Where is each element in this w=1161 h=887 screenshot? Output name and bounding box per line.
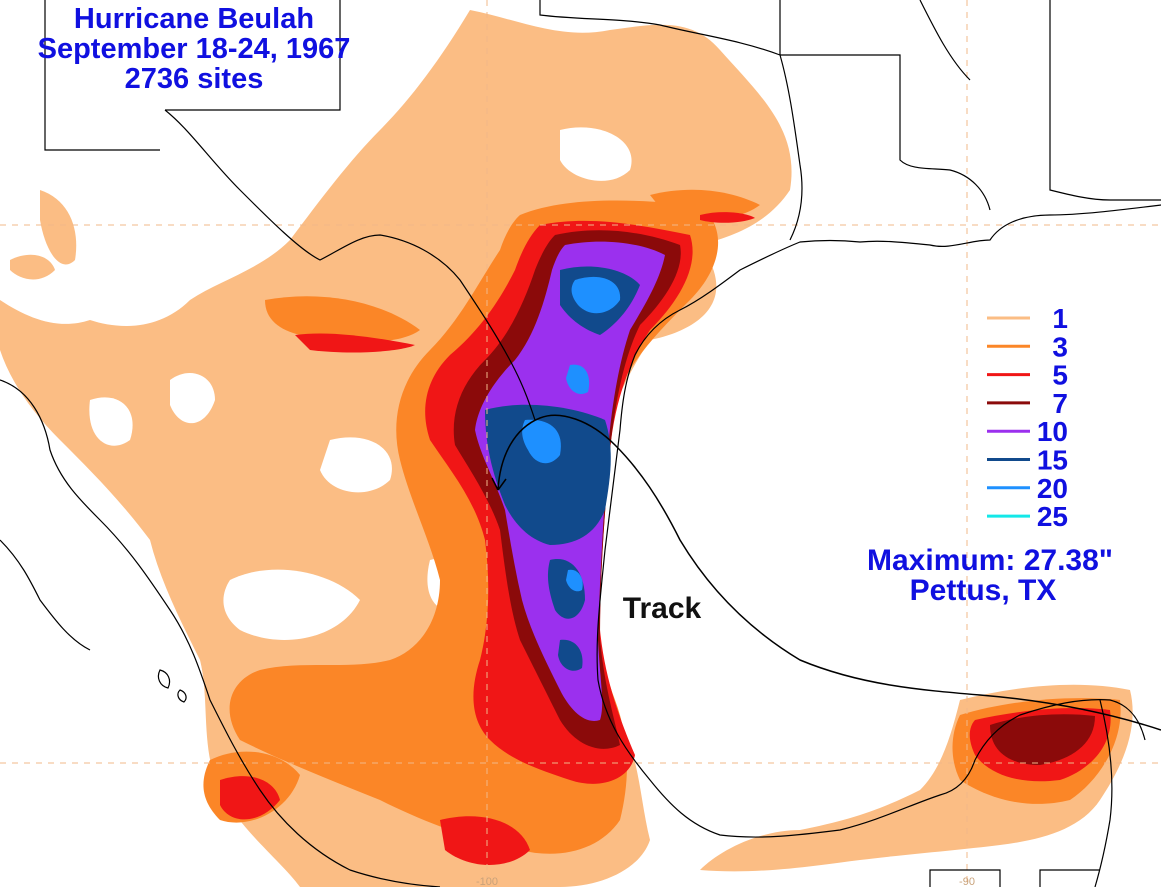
legend-label-3: 3 — [1052, 331, 1068, 362]
maximum-annotation: Maximum: 27.38" Pettus, TX — [867, 544, 1113, 607]
title-line-2: September 18-24, 1967 — [38, 33, 351, 65]
legend-label-25: 25 — [1037, 501, 1068, 532]
map-title: Hurricane Beulah September 18-24, 1967 2… — [38, 3, 351, 95]
legend-label-20: 20 — [1037, 473, 1068, 504]
title-line-3: 2736 sites — [125, 63, 264, 95]
maximum-location: Pettus, TX — [910, 574, 1057, 607]
title-line-1: Hurricane Beulah — [74, 3, 314, 35]
lon-tick-label-100: -100 — [476, 876, 498, 887]
legend-label-15: 15 — [1037, 445, 1068, 476]
legend-label-5: 5 — [1052, 360, 1068, 391]
rainfall-contour-20 — [522, 276, 621, 592]
legend-label-1: 1 — [1052, 303, 1068, 334]
hurricane-track — [491, 414, 1161, 731]
legend-label-10: 10 — [1037, 416, 1068, 447]
legend-label-7: 7 — [1052, 388, 1068, 419]
lon-tick-label-90: -90 — [959, 876, 975, 887]
maximum-value: Maximum: 27.38" — [867, 544, 1113, 577]
track-label: Track — [623, 592, 702, 625]
